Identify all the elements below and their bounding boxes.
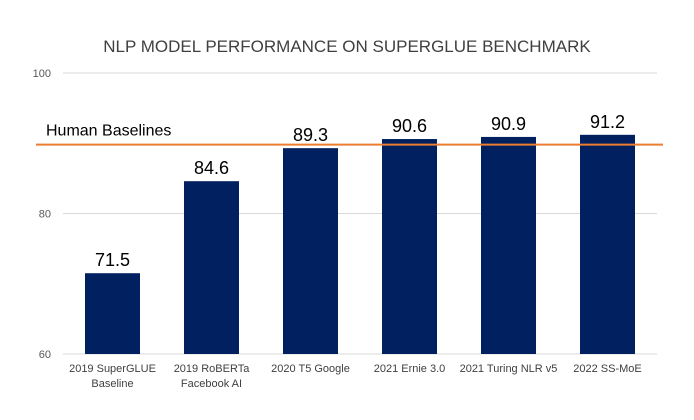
- category-label: 2019 RoBERTa Facebook AI: [174, 363, 251, 390]
- value-label: 84.6: [194, 158, 229, 178]
- bar-3: [382, 139, 437, 354]
- y-axis: 60 80 100: [33, 68, 51, 361]
- y-tick-label: 80: [39, 209, 51, 221]
- category-label: 2019 SuperGLUE Baseline: [69, 363, 156, 390]
- bar-4: [481, 136, 536, 354]
- bar-2: [283, 148, 338, 354]
- bar-1: [184, 181, 239, 354]
- category-label: 2021 Turing NLR v5: [460, 363, 558, 375]
- human-baseline-label: Human Baselines: [46, 123, 171, 140]
- bar-0: [85, 273, 140, 354]
- value-label: 91.2: [590, 112, 625, 132]
- y-tick-label: 100: [33, 68, 51, 80]
- data-labels: 71.5 84.6 89.3 90.6 90.9 91.2: [95, 112, 625, 270]
- gridlines: [63, 72, 657, 355]
- reference-line-group: Human Baselines: [36, 123, 663, 146]
- value-label: 71.5: [95, 250, 130, 270]
- y-tick-label: 60: [39, 349, 51, 361]
- bars: [85, 134, 635, 354]
- category-label: 2020 T5 Google: [271, 363, 350, 375]
- value-label: 90.9: [491, 114, 526, 134]
- category-label: 2022 SS-MoE: [573, 363, 641, 375]
- category-label: 2021 Ernie 3.0: [374, 363, 446, 375]
- bar-5: [580, 134, 635, 354]
- chart-title: NLP MODEL PERFORMANCE ON SUPERGLUE BENCH…: [103, 37, 591, 56]
- x-axis-categories: 2019 SuperGLUE Baseline 2019 RoBERTa Facebo…: [69, 363, 642, 390]
- value-label: 90.6: [392, 116, 427, 136]
- value-label: 89.3: [293, 125, 328, 145]
